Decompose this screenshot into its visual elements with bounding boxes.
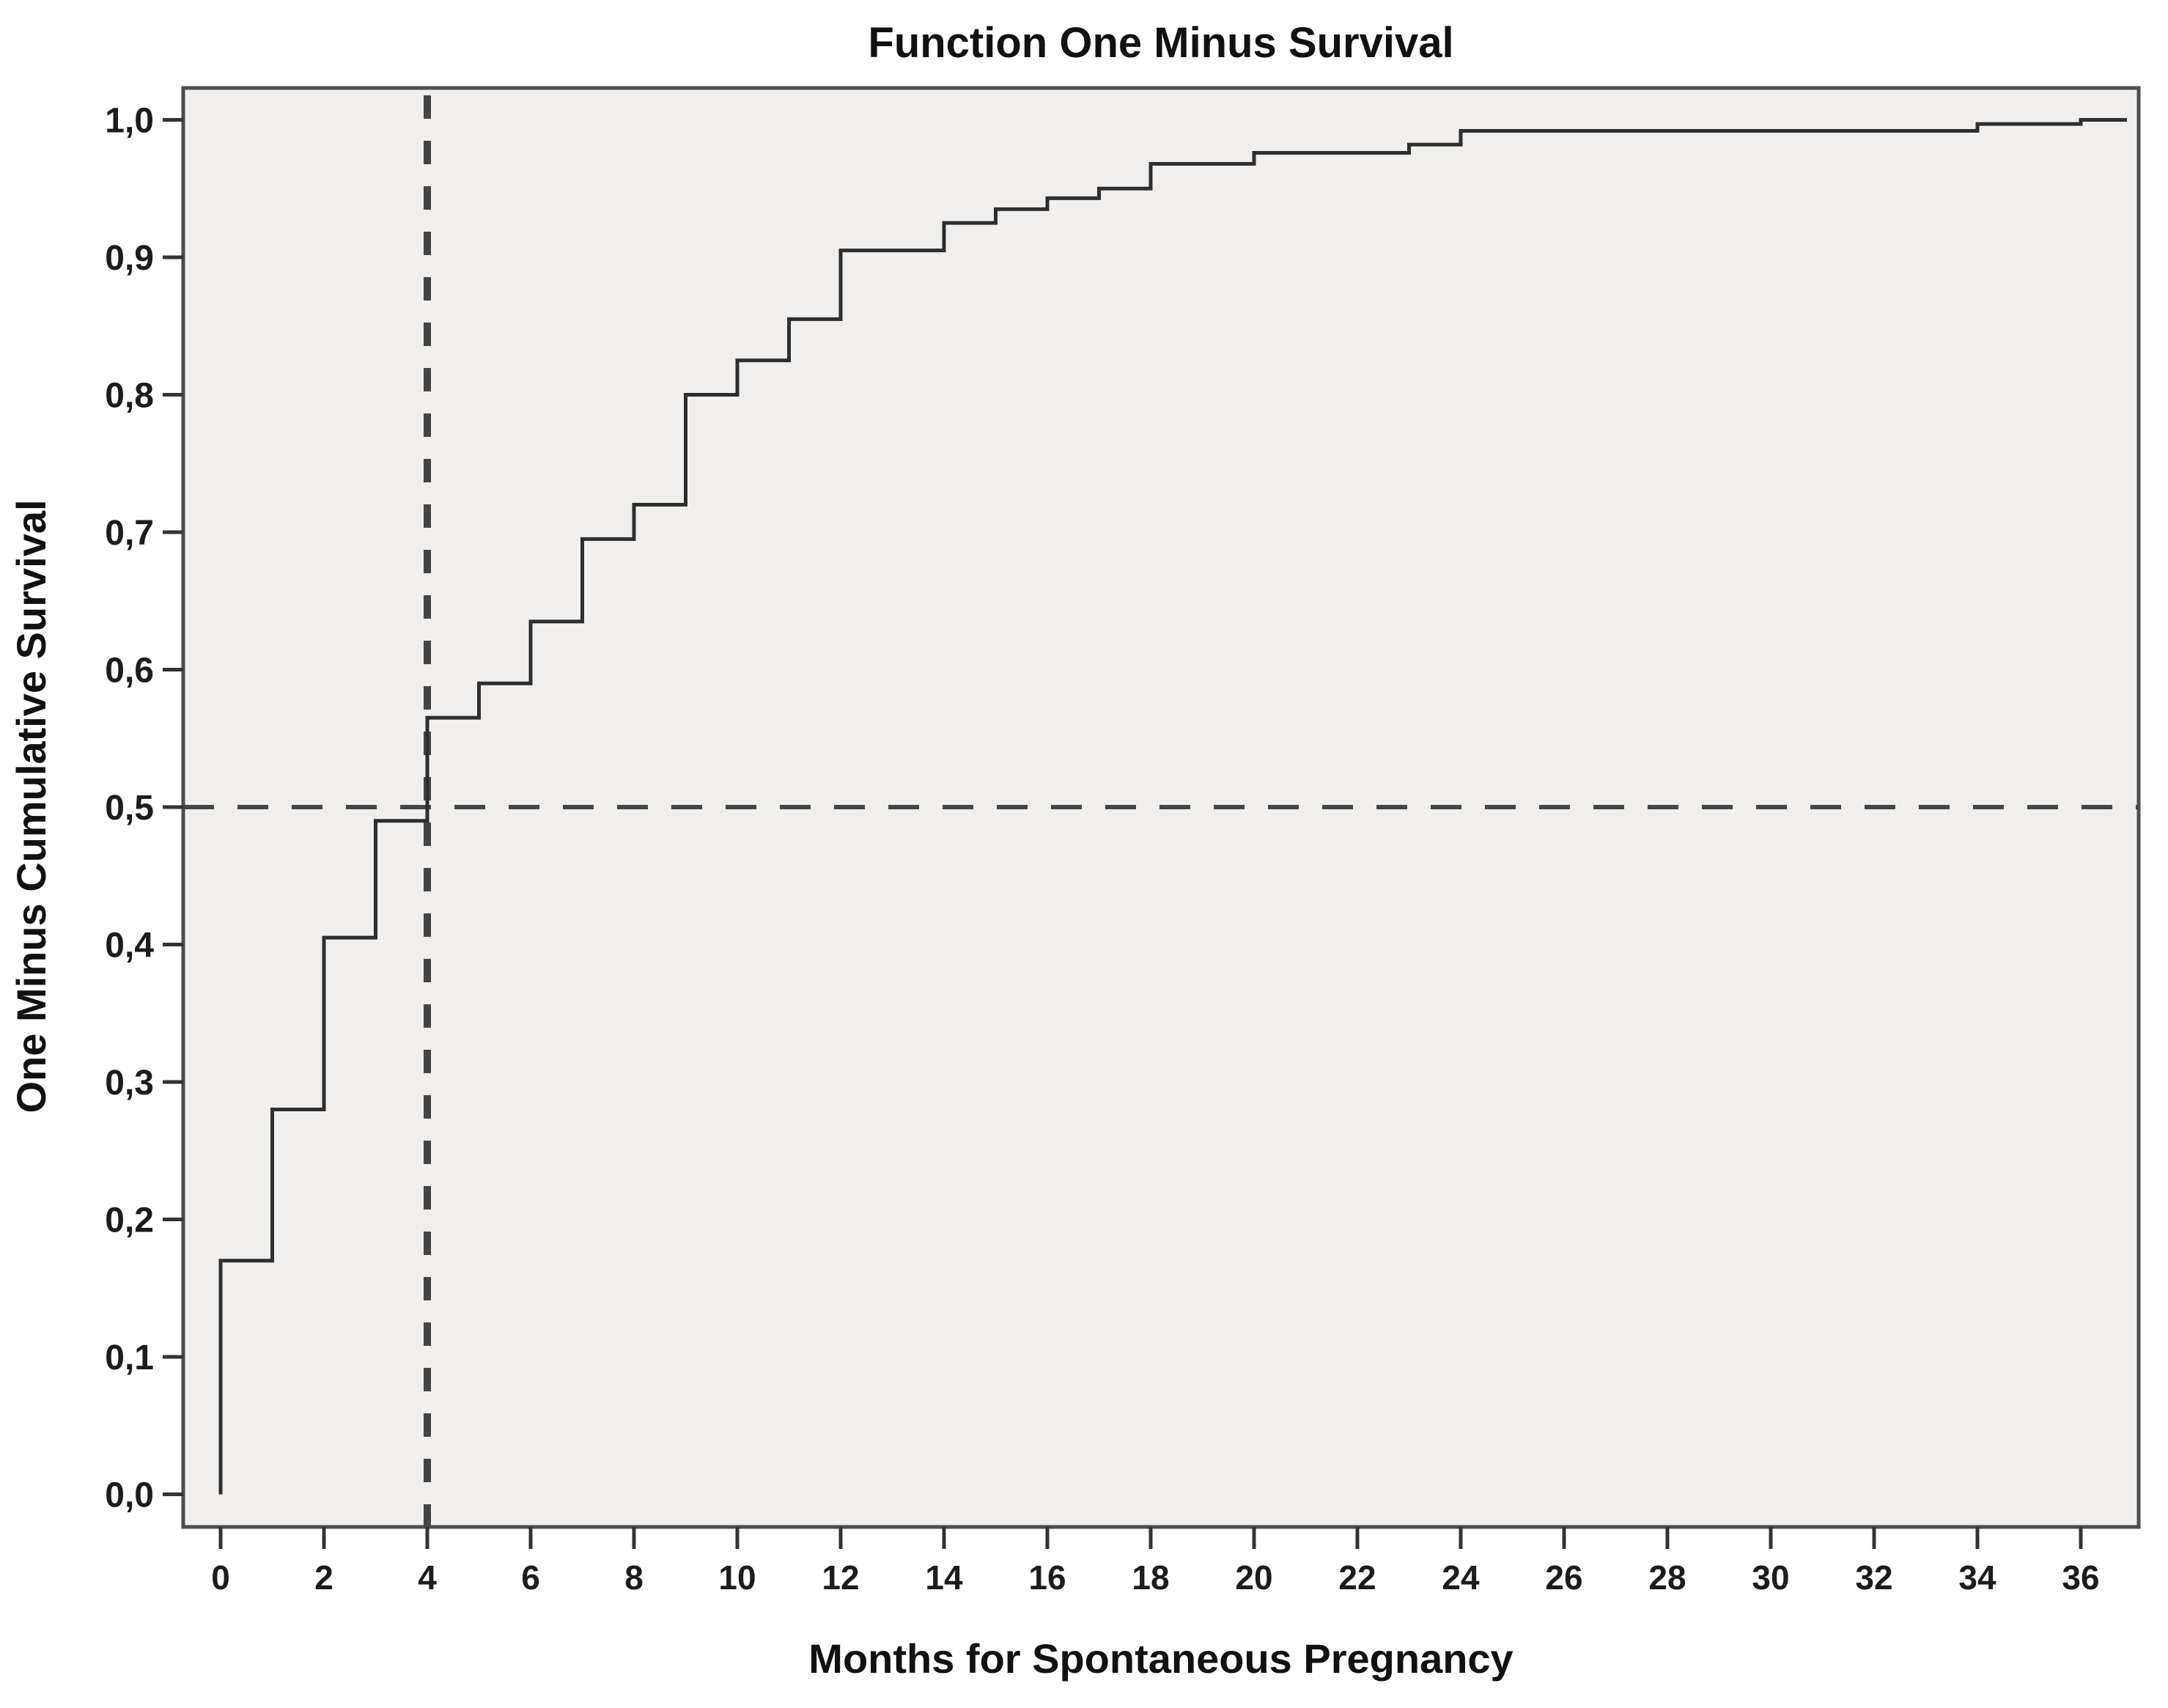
x-tick-label: 16 (1028, 1558, 1066, 1597)
x-tick-label: 20 (1235, 1558, 1272, 1597)
y-tick-label: 0,1 (105, 1339, 154, 1377)
x-tick-label: 0 (211, 1558, 230, 1597)
x-tick-label: 22 (1338, 1558, 1376, 1597)
x-tick-label: 6 (521, 1558, 540, 1597)
y-tick-label: 0,8 (105, 377, 154, 416)
reference-lines-layer (183, 95, 2139, 1527)
y-tick-label: 0,9 (105, 239, 154, 278)
x-tick-label: 26 (1545, 1558, 1582, 1597)
y-tick-label: 0,4 (105, 927, 154, 965)
x-tick-label: 8 (624, 1558, 644, 1597)
x-tick-label: 36 (2062, 1558, 2099, 1597)
x-tick-label: 14 (925, 1558, 963, 1597)
x-tick-label: 10 (718, 1558, 756, 1597)
x-tick-label: 4 (418, 1558, 437, 1597)
y-tick-label: 0,5 (105, 789, 154, 828)
x-tick-label: 18 (1132, 1558, 1169, 1597)
x-tick-label: 34 (1958, 1558, 1996, 1597)
chart-title: Function One Minus Survival (868, 19, 1453, 67)
x-axis-title: Months for Spontaneous Pregnancy (808, 1635, 1513, 1682)
y-axis-title: One Minus Cumulative Survival (8, 499, 54, 1113)
x-tick-label: 32 (1855, 1558, 1892, 1597)
y-tick-label: 0,7 (105, 514, 154, 553)
x-tick-label: 2 (314, 1558, 333, 1597)
survival-step-curve (218, 118, 2127, 1495)
axis-ticks-layer: 0,00,10,20,30,40,50,60,70,80,91,00 2 4 6 8 10… (105, 102, 2099, 1597)
x-tick-label: 12 (822, 1558, 859, 1597)
x-tick-label: 24 (1442, 1558, 1480, 1597)
y-tick-label: 0,0 (105, 1476, 154, 1515)
y-tick-label: 0,3 (105, 1064, 154, 1103)
y-tick-label: 0,2 (105, 1201, 154, 1240)
x-tick-label: 30 (1752, 1558, 1789, 1597)
y-tick-label: 0,6 (105, 652, 154, 691)
x-tick-label: 28 (1648, 1558, 1686, 1597)
y-tick-label: 1,0 (105, 102, 154, 141)
